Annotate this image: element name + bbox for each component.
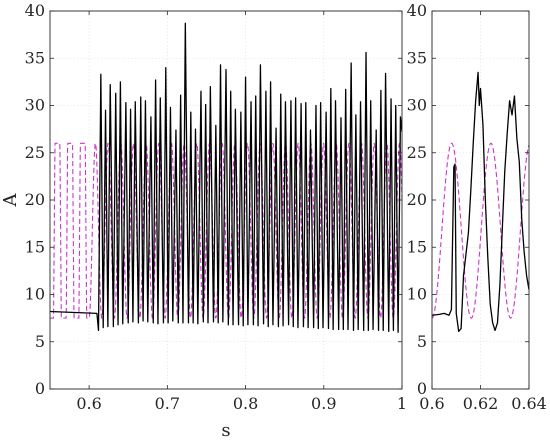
main-ytick-label-1: 5 <box>35 332 45 351</box>
zoom-ytick-label-6: 30 <box>407 96 427 115</box>
zoom-ytick-label-4: 20 <box>407 190 427 209</box>
main-ytick-label-3: 15 <box>25 237 45 256</box>
zoom-ytick-label-1: 5 <box>417 332 427 351</box>
zoom-ytick-label-2: 10 <box>407 285 427 304</box>
main-ytick-label-7: 35 <box>25 48 45 67</box>
zoom-xtick-label-2: 0.64 <box>511 394 547 413</box>
main-ytick-label-8: 40 <box>25 1 45 20</box>
x-axis-label: s <box>221 420 230 441</box>
main-ytick-label-2: 10 <box>25 285 45 304</box>
main-ytick-label-0: 0 <box>35 379 45 398</box>
zoom-ytick-label-5: 25 <box>407 143 427 162</box>
main-xtick-label-1: 0.7 <box>155 394 180 413</box>
main-xtick-label-0: 0.6 <box>76 394 101 413</box>
zoom-plot-panel: 0.6 0.62 0.64 0 5 10 15 20 25 30 35 40 <box>407 1 547 413</box>
zoom-series-reference-dashed <box>432 142 529 319</box>
zoom-ytick-label-3: 15 <box>407 237 427 256</box>
main-series-measured-solid <box>50 22 402 333</box>
main-xtick-label-4: 1 <box>397 394 407 413</box>
zoom-ticks: 0.6 0.62 0.64 0 5 10 15 20 25 30 35 40 <box>407 1 547 413</box>
main-ytick-label-5: 25 <box>25 143 45 162</box>
main-ytick-label-6: 30 <box>25 96 45 115</box>
zoom-xtick-label-1: 0.62 <box>463 394 499 413</box>
zoom-ytick-label-7: 35 <box>407 48 427 67</box>
main-ytick-label-4: 20 <box>25 190 45 209</box>
main-series <box>50 22 402 333</box>
zoom-xtick-label-0: 0.6 <box>419 394 444 413</box>
zoom-ytick-label-8: 40 <box>407 1 427 20</box>
zoom-series <box>432 71 529 333</box>
zoom-ytick-label-0: 0 <box>417 379 427 398</box>
main-xtick-label-3: 0.9 <box>311 394 336 413</box>
zoom-series-measured-solid <box>432 71 529 333</box>
y-axis-label: A <box>0 193 21 208</box>
zoom-grid <box>431 10 530 390</box>
main-xtick-label-2: 0.8 <box>233 394 258 413</box>
